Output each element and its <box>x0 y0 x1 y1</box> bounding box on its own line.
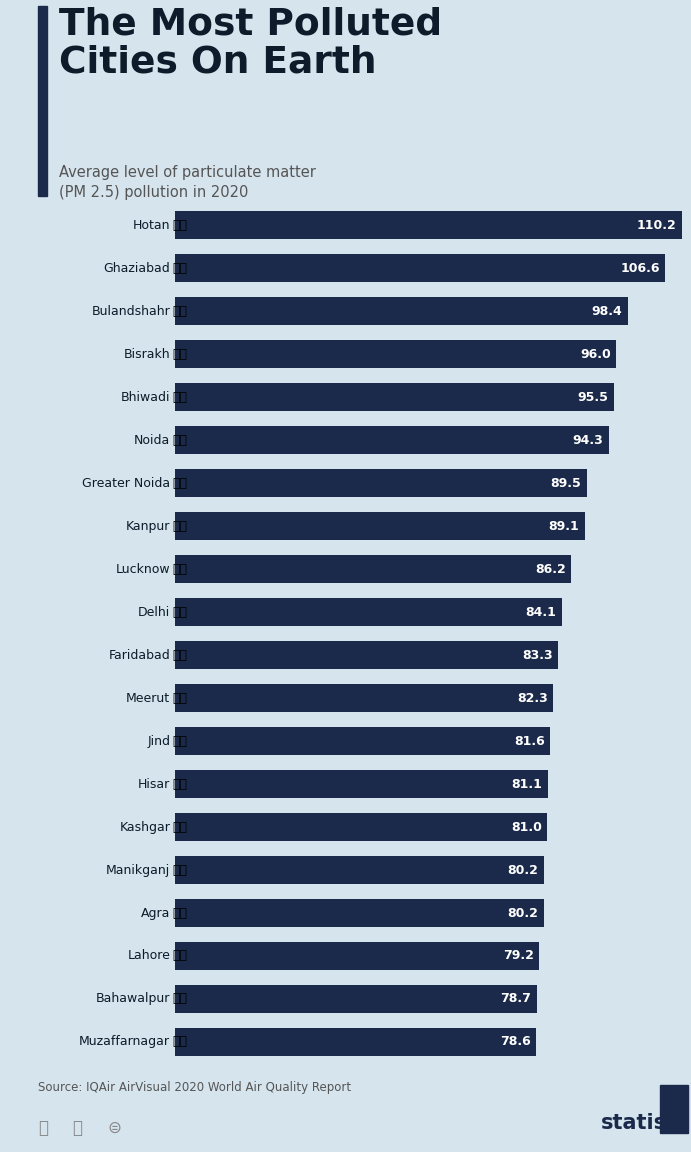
Text: 🇮🇳: 🇮🇳 <box>173 433 187 447</box>
Text: 95.5: 95.5 <box>578 391 609 403</box>
Bar <box>175 555 571 583</box>
Text: Lahore: Lahore <box>127 949 170 962</box>
Text: 🇵🇰: 🇵🇰 <box>173 993 187 1006</box>
Text: 🇵🇰: 🇵🇰 <box>173 949 187 962</box>
Text: 81.6: 81.6 <box>514 735 545 748</box>
Text: 81.0: 81.0 <box>511 820 542 834</box>
Text: 🇮🇳: 🇮🇳 <box>173 391 187 403</box>
Text: statista: statista <box>601 1113 691 1134</box>
Text: Muzaffarnagar: Muzaffarnagar <box>79 1036 170 1048</box>
Text: 82.3: 82.3 <box>517 691 548 705</box>
Text: 106.6: 106.6 <box>621 262 660 274</box>
Text: 🇮🇳: 🇮🇳 <box>173 348 187 361</box>
Text: 81.1: 81.1 <box>511 778 542 790</box>
Bar <box>175 642 558 669</box>
Bar <box>175 684 553 712</box>
Text: Average level of particulate matter
(PM 2.5) pollution in 2020: Average level of particulate matter (PM … <box>59 166 316 199</box>
Text: Bhiwadi: Bhiwadi <box>121 391 170 403</box>
Text: ⓒ: ⓒ <box>38 1119 48 1137</box>
Text: 98.4: 98.4 <box>591 305 622 318</box>
Bar <box>175 426 609 454</box>
Text: 🇨🇳: 🇨🇳 <box>173 820 187 834</box>
Text: 89.1: 89.1 <box>549 520 579 532</box>
Text: Greater Noida: Greater Noida <box>82 477 170 490</box>
Text: Source: IQAir AirVisual 2020 World Air Quality Report: Source: IQAir AirVisual 2020 World Air Q… <box>38 1081 351 1094</box>
Text: Bulandshahr: Bulandshahr <box>91 305 170 318</box>
Text: 🇮🇳: 🇮🇳 <box>173 262 187 274</box>
Bar <box>38 6 47 196</box>
Bar <box>175 340 616 369</box>
Bar <box>660 1085 688 1134</box>
Bar <box>175 513 585 540</box>
Bar <box>175 856 544 884</box>
Text: 🇮🇳: 🇮🇳 <box>173 907 187 919</box>
Text: Hotan: Hotan <box>133 219 170 232</box>
Text: 🇮🇳: 🇮🇳 <box>173 778 187 790</box>
Bar <box>175 727 550 755</box>
Bar <box>175 598 562 626</box>
Text: 🇮🇳: 🇮🇳 <box>173 520 187 532</box>
Bar <box>175 899 544 927</box>
Text: 110.2: 110.2 <box>636 219 676 232</box>
Text: Lucknow: Lucknow <box>115 562 170 576</box>
Text: 80.2: 80.2 <box>507 864 538 877</box>
Bar <box>175 770 548 798</box>
Bar <box>175 1028 536 1056</box>
Text: ⊜: ⊜ <box>107 1119 121 1137</box>
Text: 🇮🇳: 🇮🇳 <box>173 606 187 619</box>
Text: 94.3: 94.3 <box>572 433 603 447</box>
Bar <box>175 985 537 1013</box>
Bar <box>175 942 539 970</box>
Bar <box>175 255 665 282</box>
Text: 86.2: 86.2 <box>535 562 566 576</box>
Text: Faridabad: Faridabad <box>108 649 170 661</box>
Text: 83.3: 83.3 <box>522 649 553 661</box>
Text: Ghaziabad: Ghaziabad <box>104 262 170 274</box>
Text: 🇮🇳: 🇮🇳 <box>173 735 187 748</box>
Bar <box>175 297 627 325</box>
Text: 80.2: 80.2 <box>507 907 538 919</box>
Text: Meerut: Meerut <box>126 691 170 705</box>
Text: 78.7: 78.7 <box>500 993 531 1006</box>
Text: 🇨🇳: 🇨🇳 <box>173 219 187 232</box>
Text: 78.6: 78.6 <box>500 1036 531 1048</box>
Text: Hisar: Hisar <box>138 778 170 790</box>
Text: 79.2: 79.2 <box>503 949 533 962</box>
Text: 🇮🇳: 🇮🇳 <box>173 691 187 705</box>
Text: Jind: Jind <box>147 735 170 748</box>
Text: 🇮🇳: 🇮🇳 <box>173 1036 187 1048</box>
Text: 84.1: 84.1 <box>525 606 556 619</box>
Bar <box>175 384 614 411</box>
Text: 89.5: 89.5 <box>550 477 581 490</box>
Text: Bahawalpur: Bahawalpur <box>96 993 170 1006</box>
Text: 🇮🇳: 🇮🇳 <box>173 305 187 318</box>
Text: ⓘ: ⓘ <box>73 1119 82 1137</box>
Text: 🇮🇳: 🇮🇳 <box>173 477 187 490</box>
Bar <box>175 211 682 240</box>
Bar <box>175 813 547 841</box>
Bar <box>175 469 587 498</box>
Text: Noida: Noida <box>134 433 170 447</box>
Text: Delhi: Delhi <box>138 606 170 619</box>
Text: 🇮🇳: 🇮🇳 <box>173 562 187 576</box>
Text: The Most Polluted
Cities On Earth: The Most Polluted Cities On Earth <box>59 6 442 81</box>
Text: Kashgar: Kashgar <box>120 820 170 834</box>
Text: 96.0: 96.0 <box>580 348 611 361</box>
Text: Kanpur: Kanpur <box>126 520 170 532</box>
Text: 🇮🇳: 🇮🇳 <box>173 649 187 661</box>
Text: 🇧🇩: 🇧🇩 <box>173 864 187 877</box>
Text: Bisrakh: Bisrakh <box>124 348 170 361</box>
Text: Manikganj: Manikganj <box>106 864 170 877</box>
Text: Agra: Agra <box>141 907 170 919</box>
